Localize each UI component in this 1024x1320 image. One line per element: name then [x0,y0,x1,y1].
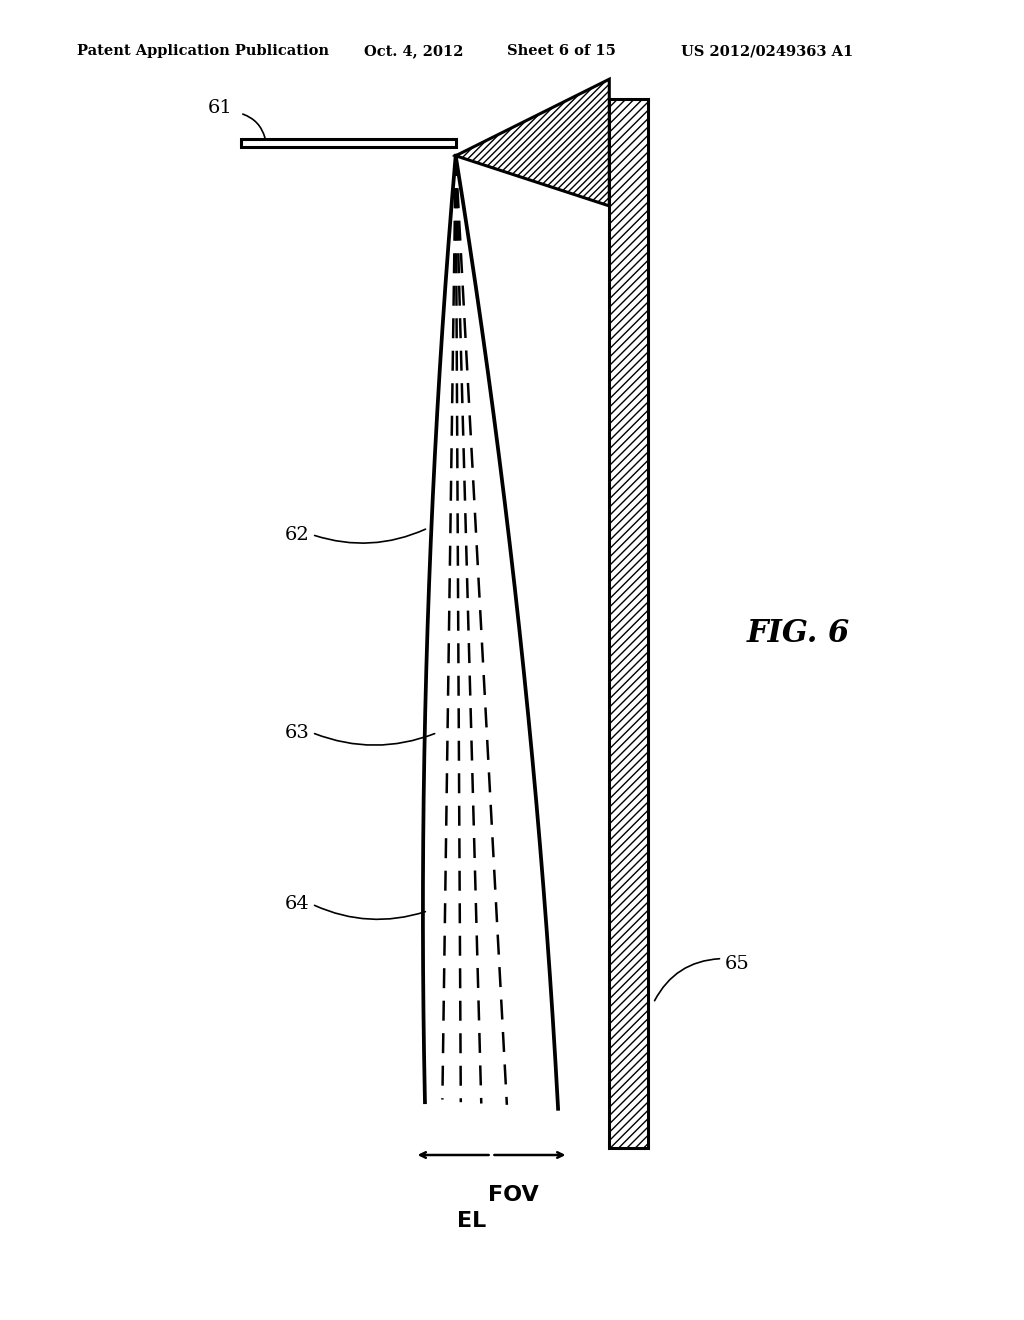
Text: EL: EL [457,1210,486,1232]
Text: US 2012/0249363 A1: US 2012/0249363 A1 [681,45,853,58]
Text: Patent Application Publication: Patent Application Publication [77,45,329,58]
Text: 64: 64 [285,895,309,913]
Bar [241,139,456,147]
Text: FIG. 6: FIG. 6 [748,618,850,649]
Text: Sheet 6 of 15: Sheet 6 of 15 [507,45,615,58]
Text: 61: 61 [208,99,232,117]
Text: Oct. 4, 2012: Oct. 4, 2012 [364,45,463,58]
Text: 63: 63 [285,723,309,742]
Bar [609,99,648,1148]
Text: 65: 65 [725,954,750,973]
Text: 62: 62 [285,525,309,544]
Text: FOV: FOV [488,1184,539,1205]
Polygon shape [456,79,609,206]
